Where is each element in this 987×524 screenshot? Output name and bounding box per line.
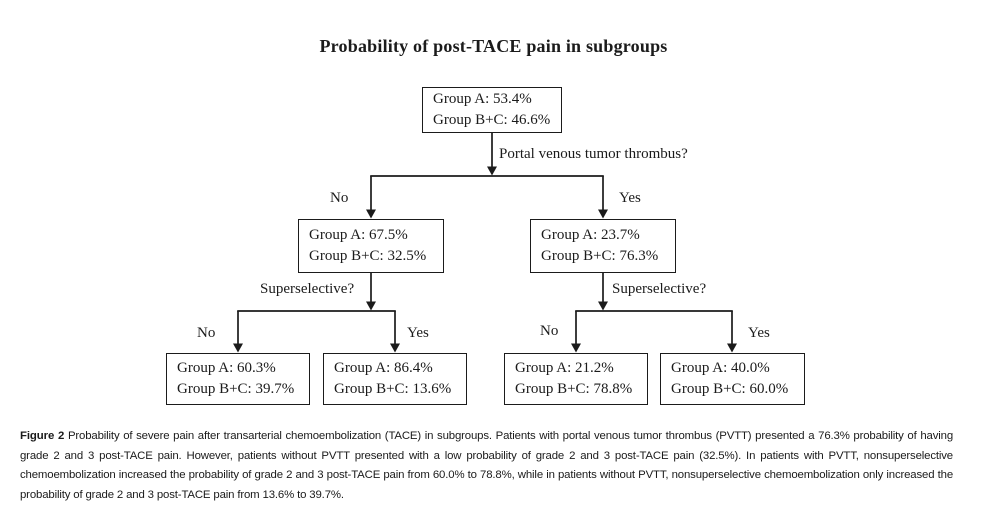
caption-line: Probability of severe pain after transar… (67, 430, 850, 442)
tree-node-no-pvtt-nonsuperselective: Group A: 60.3% Group B+C: 39.7% (166, 353, 310, 405)
tree-node-no-pvtt-superselective: Group A: 86.4% Group B+C: 13.6% (323, 353, 467, 405)
caption-line: nonsuperselective chemoembolization only… (20, 469, 954, 502)
question-superselective-right: Superselective? (612, 281, 707, 297)
node-line-group-bc: Group B+C: 39.7% (177, 381, 295, 397)
caption-line: probability of having grade 2 and 3 post… (20, 430, 954, 462)
figure-caption: Figure 2 Probability of severe pain afte… (20, 427, 953, 506)
node-line-group-a: Group A: 23.7% (541, 226, 640, 243)
node-line-group-a: Group A: 53.4% (433, 90, 532, 107)
tree-node-no-pvtt: Group A: 67.5% Group B+C: 32.5% (298, 219, 444, 273)
tree-node-yes-pvtt-nonsuperselective: Group A: 21.2% Group B+C: 78.8% (504, 353, 648, 405)
arrowhead-yes-pvtt (598, 209, 608, 219)
node-line-group-a: Group A: 60.3% (177, 359, 276, 376)
branch-label-yes-super-right: Yes (748, 325, 770, 341)
arrowhead-right-no (571, 343, 581, 353)
node-line-group-bc: Group B+C: 13.6% (334, 381, 452, 397)
branch-label-no-super-right: No (540, 323, 559, 339)
arrowhead-right-yes (727, 343, 737, 353)
branch-label-no-pvtt: No (330, 190, 349, 206)
node-line-group-a: Group A: 40.0% (671, 359, 770, 376)
arrowhead-left-yes (390, 343, 400, 353)
question-pvtt: Portal venous tumor thrombus? (499, 146, 688, 162)
arrowhead-no-pvtt (366, 209, 376, 219)
arrowhead-right-stem (598, 301, 608, 311)
branch-label-yes-pvtt: Yes (619, 190, 641, 206)
tree-node-root: Group A: 53.4% Group B+C: 46.6% (422, 87, 562, 133)
branch-label-yes-super-left: Yes (407, 325, 429, 341)
question-superselective-left: Superselective? (260, 281, 355, 297)
diagram-title: Probability of post-TACE pain in subgrou… (319, 36, 668, 56)
node-line-group-a: Group A: 67.5% (309, 226, 408, 243)
caption-line: with PVTT, nonsuperselective chemoemboli… (20, 449, 953, 482)
node-line-group-a: Group A: 86.4% (334, 359, 433, 376)
node-line-group-bc: Group B+C: 60.0% (671, 381, 789, 397)
node-line-group-bc: Group B+C: 78.8% (515, 381, 633, 397)
tree-node-yes-pvtt: Group A: 23.7% Group B+C: 76.3% (530, 219, 676, 273)
node-line-group-bc: Group B+C: 76.3% (541, 248, 659, 264)
arrowhead-left-stem (366, 301, 376, 311)
tree-node-yes-pvtt-superselective: Group A: 40.0% Group B+C: 60.0% (660, 353, 805, 405)
figure-caption-label: Figure 2 (20, 430, 65, 442)
arrowhead-left-no (233, 343, 243, 353)
node-line-group-bc: Group B+C: 32.5% (309, 248, 427, 264)
branch-label-no-super-left: No (197, 325, 216, 341)
node-line-group-bc: Group B+C: 46.6% (433, 112, 551, 128)
arrowhead-root-down (487, 166, 497, 176)
node-line-group-a: Group A: 21.2% (515, 359, 614, 376)
